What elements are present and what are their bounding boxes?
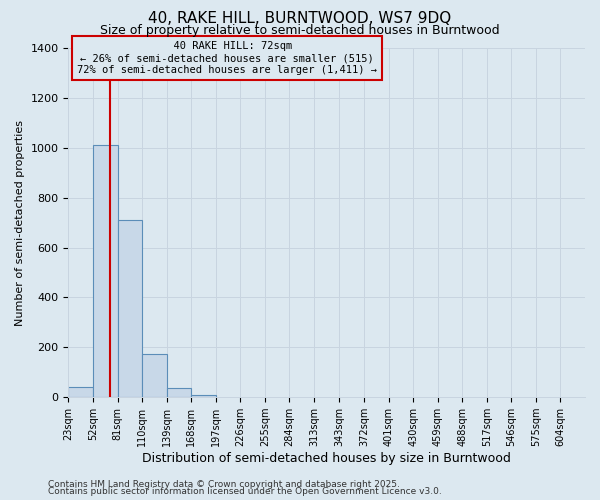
Bar xyxy=(68,387,93,397)
Text: 40 RAKE HILL: 72sqm
← 26% of semi-detached houses are smaller (515)
72% of semi-: 40 RAKE HILL: 72sqm ← 26% of semi-detach… xyxy=(77,42,377,74)
X-axis label: Distribution of semi-detached houses by size in Burntwood: Distribution of semi-detached houses by … xyxy=(142,452,511,465)
Bar xyxy=(142,354,167,397)
Text: Contains HM Land Registry data © Crown copyright and database right 2025.: Contains HM Land Registry data © Crown c… xyxy=(48,480,400,489)
Bar xyxy=(93,146,118,397)
Text: Contains public sector information licensed under the Open Government Licence v3: Contains public sector information licen… xyxy=(48,488,442,496)
Y-axis label: Number of semi-detached properties: Number of semi-detached properties xyxy=(15,120,25,326)
Bar xyxy=(167,388,191,397)
Bar xyxy=(118,220,142,397)
Bar xyxy=(191,394,216,397)
Text: 40, RAKE HILL, BURNTWOOD, WS7 9DQ: 40, RAKE HILL, BURNTWOOD, WS7 9DQ xyxy=(148,11,452,26)
Text: Size of property relative to semi-detached houses in Burntwood: Size of property relative to semi-detach… xyxy=(100,24,500,37)
